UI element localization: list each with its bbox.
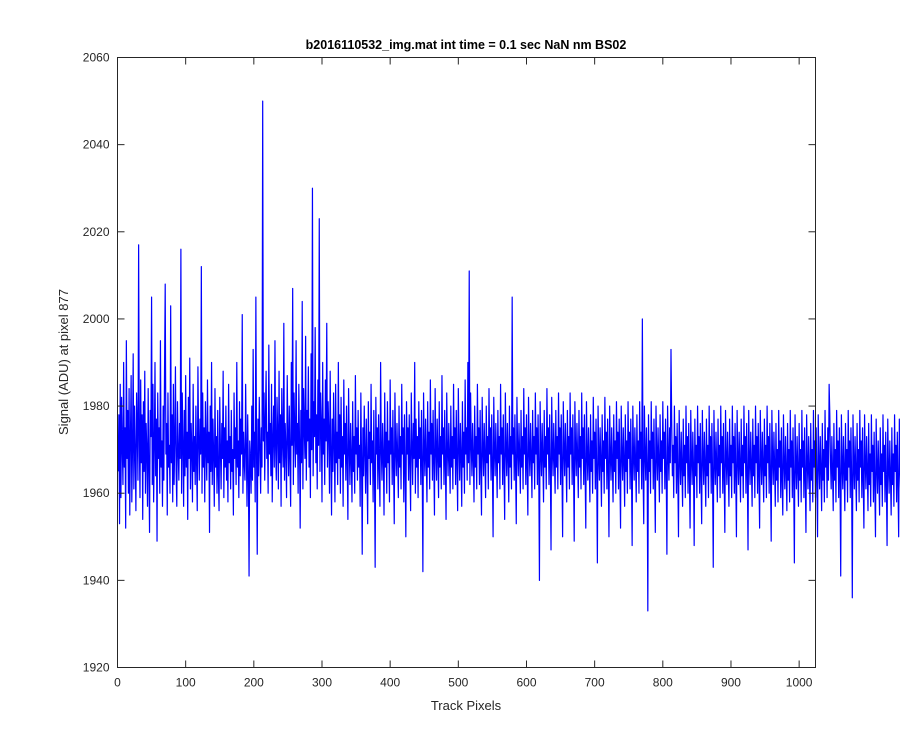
y-tick-label: 2040: [83, 138, 110, 152]
x-tick-label: 200: [244, 676, 264, 690]
y-axis-ticks: 1920 1940 1960 1980 2000 2020 2040 2060: [83, 51, 816, 675]
x-tick-label: 700: [585, 676, 605, 690]
series-line-0: [117, 100, 900, 612]
y-tick-label: 1940: [83, 573, 110, 587]
y-tick-label: 2020: [83, 225, 110, 239]
x-tick-label: 500: [448, 676, 468, 690]
y-tick-label: 2060: [83, 51, 110, 65]
x-tick-label: 300: [312, 676, 332, 690]
x-axis-label: Track Pixels: [431, 698, 502, 713]
chart-title: b2016110532_img.mat int time = 0.1 sec N…: [306, 38, 627, 52]
y-tick-label: 2000: [83, 312, 110, 326]
x-tick-label: 900: [721, 676, 741, 690]
x-tick-label: 800: [653, 676, 673, 690]
y-axis-label: Signal (ADU) at pixel 877: [56, 289, 71, 435]
y-tick-label: 1980: [83, 399, 110, 413]
axes-box: [117, 57, 816, 668]
series-layer: [117, 100, 900, 612]
x-axis-ticks: 0 100 200 300 400 500 600 700 800 900 1000: [114, 57, 813, 690]
plot-area: [117, 57, 816, 668]
x-tick-label: 400: [380, 676, 400, 690]
y-tick-label: 1960: [83, 486, 110, 500]
y-tick-label: 1920: [83, 661, 110, 675]
x-tick-label: 100: [176, 676, 196, 690]
x-tick-label: 1000: [786, 676, 813, 690]
x-tick-label: 600: [516, 676, 536, 690]
x-tick-label: 0: [114, 676, 121, 690]
